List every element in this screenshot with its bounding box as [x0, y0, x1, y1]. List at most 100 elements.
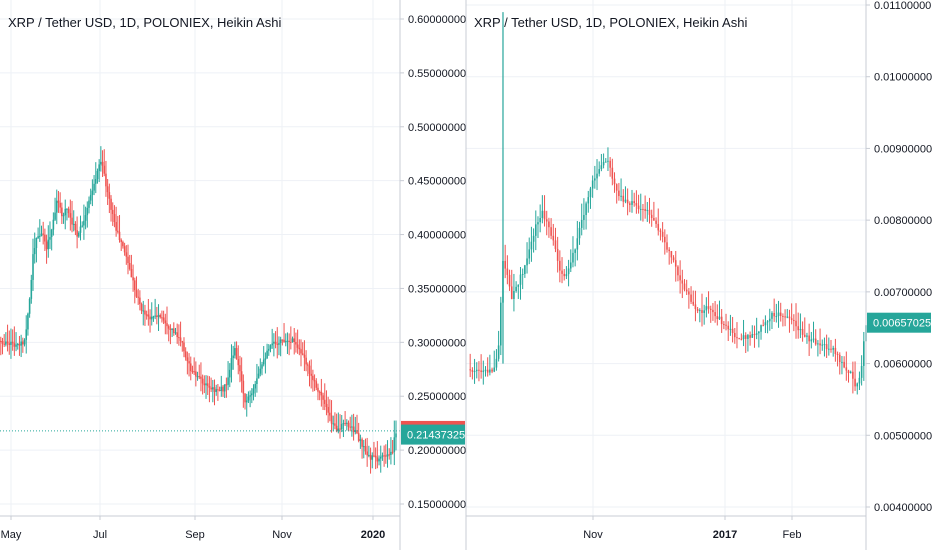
candle-body	[766, 321, 769, 323]
candle-body	[242, 380, 245, 394]
candle-body	[191, 371, 194, 373]
candle-body	[823, 344, 826, 346]
candle-body	[1, 340, 4, 344]
left-chart-panel[interactable]: XRP / Tether USD, 1D, POLONIEX, Heikin A…	[0, 0, 466, 550]
candle-body	[725, 324, 727, 326]
candle-body	[513, 291, 515, 299]
candle-body	[222, 386, 224, 392]
candle-body	[140, 304, 143, 311]
candle-body	[646, 209, 649, 211]
candle-body	[293, 338, 296, 342]
candle-body	[142, 310, 145, 312]
candle-body	[32, 254, 34, 280]
candle-body	[775, 316, 778, 318]
candle-body	[709, 308, 712, 310]
candle-body	[572, 252, 574, 263]
time-tick-label: Nov	[272, 529, 292, 541]
candle-body	[291, 338, 294, 342]
candle-body	[755, 333, 758, 335]
right-price-axis[interactable]: 0.00400000 0.00500000 0.00600000 0.00700000…	[866, 0, 932, 514]
candle-body	[552, 235, 555, 241]
candle-body	[256, 378, 258, 384]
candle-body	[120, 239, 123, 242]
candle-body	[320, 391, 323, 396]
candle-body	[300, 349, 302, 354]
candle-body	[111, 209, 114, 215]
time-tick-label: Feb	[783, 529, 802, 541]
candle-body	[188, 361, 190, 364]
candle-body	[273, 341, 275, 344]
candle-body	[310, 373, 312, 376]
candle-body	[38, 235, 41, 237]
candle-body	[723, 324, 725, 326]
candle-body	[171, 328, 173, 330]
candle-body	[727, 325, 730, 330]
candle-body	[524, 265, 526, 274]
candle-body	[88, 200, 90, 208]
candle-body	[284, 341, 287, 343]
candle-body	[167, 326, 170, 329]
candle-body	[55, 200, 58, 213]
candle-body	[515, 286, 517, 292]
candle-body	[760, 325, 762, 332]
candle-body	[181, 340, 184, 343]
candle-body	[526, 258, 528, 266]
candle-body	[583, 214, 585, 220]
candle-body	[347, 422, 350, 427]
candle-body	[71, 217, 73, 225]
candle-body	[89, 194, 92, 201]
candle-body	[817, 343, 819, 345]
time-tick-label: Sep	[185, 529, 205, 541]
candle-body	[373, 455, 375, 457]
candle-body	[530, 241, 533, 250]
left-time-axis[interactable]: May Jul Sep Nov 2020	[1, 516, 386, 541]
candle-body	[315, 381, 318, 388]
candle-body	[139, 297, 141, 305]
candle-body	[633, 201, 635, 204]
candle-body	[773, 312, 775, 317]
candle-body	[301, 353, 304, 355]
candle-body	[694, 304, 697, 310]
candle-body	[245, 400, 248, 403]
candle-body	[361, 439, 363, 447]
candle-body	[57, 200, 60, 203]
left-price-axis[interactable]: 0.15000000 0.20000000 0.25000000 0.30000000…	[400, 14, 466, 511]
candle-body	[359, 439, 362, 441]
candle-body	[602, 161, 605, 166]
candle-body	[486, 369, 489, 373]
candle-body	[607, 160, 609, 162]
candle-body	[296, 344, 299, 348]
time-tick-label: Jul	[93, 529, 107, 541]
right-time-axis[interactable]: Nov 2017 Feb	[583, 516, 801, 541]
candle-body	[648, 209, 651, 215]
candle-body	[189, 363, 192, 372]
candle-body	[20, 341, 22, 346]
candle-body	[738, 338, 740, 340]
candle-body	[176, 332, 178, 338]
candle-body	[703, 310, 705, 313]
candle-body	[860, 365, 863, 378]
candle-body	[843, 361, 845, 368]
candle-body	[596, 173, 598, 179]
candle-body	[548, 221, 550, 228]
candle-body	[195, 371, 197, 377]
candle-body	[6, 341, 9, 344]
right-chart-grid	[466, 0, 866, 516]
candle-body	[720, 316, 723, 325]
candle-body	[30, 279, 33, 299]
right-chart-panel[interactable]: XRP / Tether USD, 1D, POLONIEX, Heikin A…	[465, 0, 932, 550]
price-tick-label: 0.00800000	[874, 215, 932, 227]
right-price-tags: 0.00657025	[867, 312, 931, 333]
candle-body	[223, 384, 226, 392]
candle-body	[681, 280, 684, 284]
candle-body	[793, 319, 795, 321]
candle-body	[385, 455, 387, 457]
candle-body	[620, 195, 622, 197]
candle-body	[383, 455, 385, 457]
candle-body	[339, 428, 341, 430]
candle-body	[281, 339, 284, 341]
candle-body	[598, 169, 601, 174]
candle-body	[369, 454, 372, 460]
candle-body	[45, 241, 48, 250]
candle-body	[234, 348, 236, 356]
